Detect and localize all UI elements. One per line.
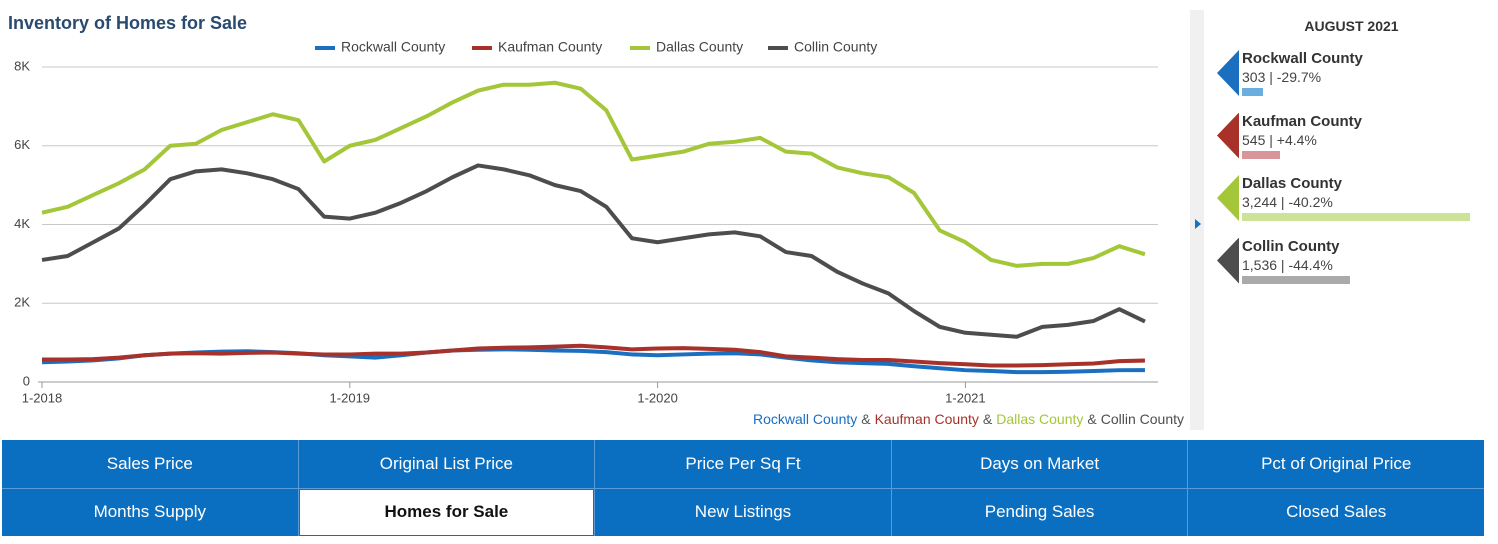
item-bar: [1242, 88, 1264, 96]
y-tick-label: 6K: [14, 137, 30, 152]
tab-button[interactable]: Price Per Sq Ft: [595, 440, 891, 488]
y-tick-label: 8K: [14, 58, 30, 73]
item-bar: [1242, 150, 1281, 159]
sidebar-item: Collin County 1,536 | -44.4%: [1217, 237, 1497, 298]
tab-button[interactable]: Pct of Original Price: [1188, 440, 1484, 488]
item-name: Collin County: [1242, 237, 1340, 255]
caption-joiner: &: [1087, 411, 1097, 427]
legend-label: Collin County: [794, 39, 877, 55]
sidebar-title: AUGUST 2021: [1304, 18, 1399, 34]
caption-joiner: &: [983, 411, 993, 427]
tab-button[interactable]: Days on Market: [891, 440, 1188, 488]
x-tick-label: 1-2019: [330, 390, 370, 405]
caption-joiner: &: [861, 411, 871, 427]
legend-label: Dallas County: [656, 39, 743, 55]
sidebar-item: Rockwall County 303 | -29.7%: [1217, 50, 1497, 110]
caption-name: Rockwall County: [753, 411, 857, 427]
series-line: [41, 163, 1146, 339]
tab-button[interactable]: Sales Price: [2, 440, 298, 488]
caption-name: Collin County: [1101, 411, 1184, 427]
series-line: [41, 80, 1146, 268]
item-name: Kaufman County: [1242, 112, 1362, 130]
y-tick-label: 4K: [14, 216, 30, 231]
chart-title: Inventory of Homes for Sale: [8, 13, 247, 33]
item-marker: [1217, 237, 1239, 284]
tab-button[interactable]: Original List Price: [298, 440, 595, 488]
tab-button[interactable]: Homes for Sale: [298, 488, 595, 536]
item-marker: [1217, 175, 1239, 221]
tab-button[interactable]: Closed Sales: [1188, 488, 1484, 536]
tab-button[interactable]: Months Supply: [2, 488, 298, 536]
sidebar-item: Dallas County 3,244 | -40.2%: [1217, 175, 1497, 235]
caption-name: Dallas County: [996, 411, 1083, 427]
sidebar: AUGUST 2021 Rockwall County 303 | -29.7% K…: [1205, 0, 1498, 430]
item-bar: [1242, 213, 1470, 221]
item-name: Dallas County: [1242, 175, 1343, 192]
x-axis-caption: Rockwall County & Kaufman County & Dallas Co…: [753, 411, 1184, 427]
x-tick-label: 1-2020: [637, 390, 677, 405]
caption-name: Kaufman County: [875, 411, 979, 427]
sidebar-item: Kaufman County 545 | +4.4%: [1217, 112, 1497, 173]
x-tick-label: 1-2018: [22, 390, 62, 405]
item-summary: 1,536 | -44.4%: [1242, 256, 1333, 273]
tab-button[interactable]: Pending Sales: [891, 488, 1188, 536]
y-tick-label: 2K: [14, 295, 30, 310]
item-name: Rockwall County: [1242, 50, 1363, 67]
item-summary: 3,244 | -40.2%: [1242, 194, 1333, 210]
tab-button[interactable]: New Listings: [595, 488, 891, 536]
item-marker: [1217, 50, 1239, 96]
series-line: [42, 343, 1145, 368]
chart: Inventory of Homes for Sale 0 2K 4K 6K 8K 1-2…: [8, 13, 1184, 427]
item-bar: [1242, 275, 1350, 284]
item-summary: 303 | -29.7%: [1242, 69, 1322, 85]
tab-bar: Sales Price Original List Price Price Per …: [2, 440, 1484, 536]
legend-label: Rockwall County: [341, 39, 445, 55]
legend-label: Kaufman County: [498, 39, 602, 55]
collapse-arrow[interactable]: [1195, 219, 1201, 229]
item-marker: [1217, 112, 1239, 159]
x-tick-label: 1-2021: [945, 390, 985, 405]
item-summary: 545 | +4.4%: [1242, 131, 1317, 148]
y-tick-label: 0: [23, 373, 30, 388]
